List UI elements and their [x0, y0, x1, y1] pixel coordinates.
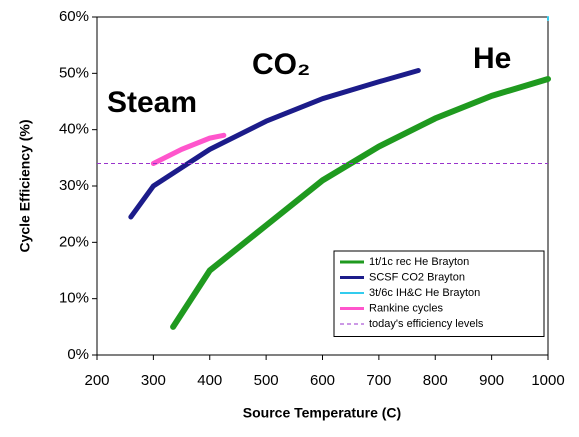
y-tick-label: 40% [59, 121, 89, 138]
legend-label: today's efficiency levels [369, 318, 484, 330]
y-axis-title: Cycle Efficiency (%) [17, 119, 33, 252]
legend: 1t/1c rec He Brayton SCSF CO2 Brayton 3t/6… [333, 250, 545, 337]
x-axis-title: Source Temperature (C) [243, 405, 401, 421]
legend-label: 1t/1c rec He Brayton [369, 256, 469, 268]
series-line [150, 132, 227, 166]
legend-label: 3t/6c IH&C He Brayton [369, 287, 480, 299]
legend-label: SCSF CO2 Brayton [369, 271, 465, 283]
x-tick-label: 200 [84, 372, 109, 389]
x-tick-label: 500 [254, 372, 279, 389]
legend-label: Rankine cycles [369, 302, 443, 314]
annotation: Steam [107, 86, 197, 119]
y-tick-label: 50% [59, 64, 89, 81]
x-tick-label: 900 [479, 372, 504, 389]
x-tick-label: 1000 [531, 372, 564, 389]
x-tick-label: 400 [197, 372, 222, 389]
y-tick-label: 60% [59, 8, 89, 25]
series-line [128, 68, 421, 220]
y-tick-label: 30% [59, 177, 89, 194]
x-tick-label: 600 [310, 372, 335, 389]
annotation: He [473, 42, 511, 75]
annotation: CO₂ [252, 48, 310, 81]
x-tick-label: 800 [423, 372, 448, 389]
y-tick-label: 20% [59, 233, 89, 250]
y-tick-label: 0% [67, 346, 89, 363]
y-tick-label: 10% [59, 290, 89, 307]
legend-box [333, 250, 545, 337]
x-tick-label: 300 [141, 372, 166, 389]
x-tick-label: 700 [366, 372, 391, 389]
